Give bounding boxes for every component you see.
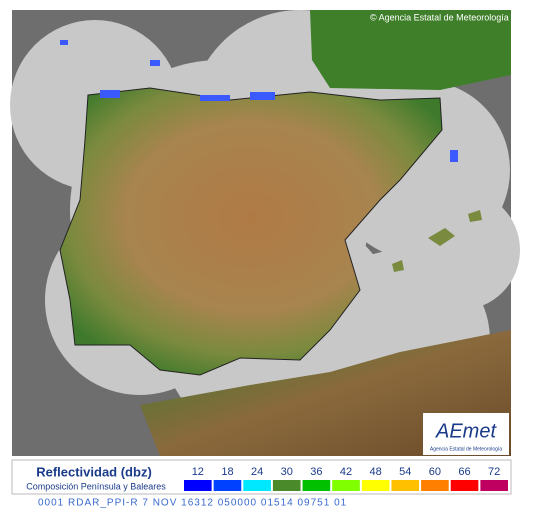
legend-label: 66: [458, 466, 470, 478]
legend-label: 36: [310, 466, 322, 478]
legend-swatch: [450, 480, 479, 491]
legend-label: 24: [251, 466, 263, 478]
legend-label: 12: [192, 466, 204, 478]
legend-swatch: [421, 480, 449, 491]
legend-swatch: [213, 480, 242, 491]
legend-swatch: [361, 480, 390, 491]
credit: © Agencia Estatal de Meteorología: [370, 12, 509, 22]
precipitation-echoes: [60, 40, 458, 162]
legend-swatch: [243, 480, 271, 491]
iberian-peninsula: [59, 87, 443, 376]
balearic-islands: [392, 210, 482, 272]
legend-label: 54: [399, 466, 411, 478]
africa: [140, 330, 511, 456]
legend-swatch: [480, 480, 508, 491]
legend-label: 30: [281, 466, 293, 478]
legend-title: Reflectividad (dbz): [36, 464, 152, 479]
legend-scale: 12 18 24 30 36 42 48 54 60 66 72: [184, 466, 508, 491]
footer-code: 0001 RDAR_PPI-R 7 NOV 16312 050000 01514…: [38, 498, 347, 509]
legend-swatch: [391, 480, 420, 491]
legend-label: 42: [340, 466, 352, 478]
france: [310, 10, 511, 90]
logo: AEmet: [435, 420, 497, 442]
legend-swatch: [272, 480, 301, 491]
map: © Agencia Estatal de Meteorología AEmet …: [10, 10, 520, 456]
legend-swatch: [302, 480, 331, 491]
logo-subtitle: Agencia Estatal de Meteorología: [430, 446, 502, 452]
legend-subtitle: Composición Península y Baleares: [26, 481, 166, 491]
legend-label: 60: [429, 466, 441, 478]
legend-label: 18: [221, 466, 233, 478]
legend-swatch: [184, 480, 212, 491]
legend-label: 72: [488, 466, 500, 478]
legend-label: 48: [370, 466, 382, 478]
logo-box: [423, 413, 509, 455]
legend-swatch: [332, 480, 360, 491]
